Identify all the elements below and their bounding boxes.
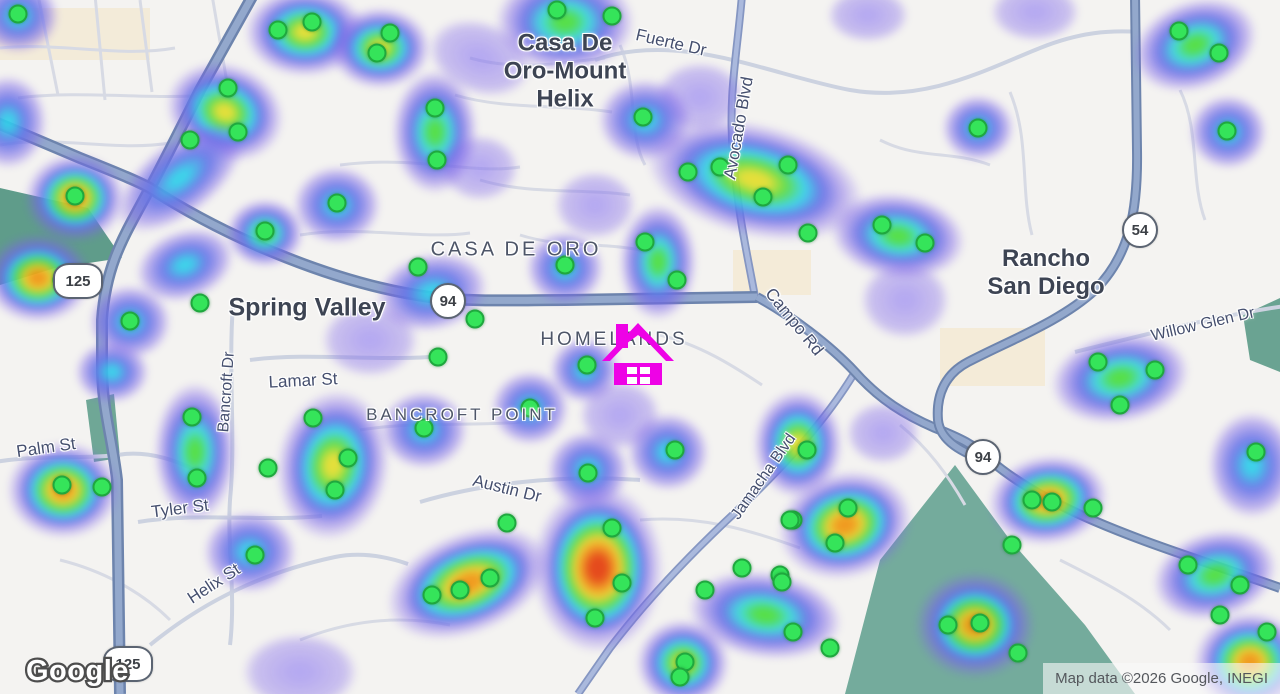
attribution: Map data ©2026 Google, INEGI: [1043, 663, 1280, 694]
google-logo-text: Google: [26, 655, 129, 687]
house-marker-icon[interactable]: [600, 315, 676, 385]
park-area: [1243, 298, 1280, 372]
google-logo[interactable]: Google: [22, 652, 152, 688]
park-area: [0, 188, 122, 285]
park-area: [845, 465, 1135, 694]
